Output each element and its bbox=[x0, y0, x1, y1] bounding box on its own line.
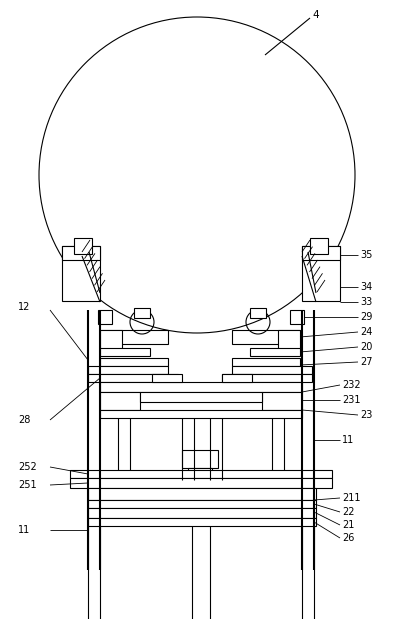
Text: 33: 33 bbox=[360, 297, 372, 307]
Text: 11: 11 bbox=[18, 525, 30, 535]
Text: 4: 4 bbox=[312, 10, 319, 20]
Text: 34: 34 bbox=[360, 282, 372, 292]
Bar bbox=[302, 246, 340, 260]
Text: 29: 29 bbox=[360, 312, 372, 322]
Bar bbox=[140, 392, 262, 402]
Text: 231: 231 bbox=[342, 395, 360, 405]
Bar bbox=[62, 246, 100, 301]
Bar bbox=[222, 374, 252, 382]
Text: 24: 24 bbox=[360, 327, 372, 337]
Bar bbox=[182, 450, 218, 468]
Bar bbox=[134, 308, 150, 318]
Text: 35: 35 bbox=[360, 250, 372, 260]
Bar bbox=[232, 358, 300, 366]
Bar bbox=[62, 246, 100, 260]
Bar bbox=[188, 468, 212, 480]
Bar bbox=[232, 330, 300, 344]
Text: 211: 211 bbox=[342, 493, 360, 503]
Bar bbox=[262, 392, 302, 410]
Text: 22: 22 bbox=[342, 507, 354, 517]
Bar bbox=[88, 500, 316, 508]
Bar bbox=[100, 358, 168, 366]
Text: 232: 232 bbox=[342, 380, 361, 390]
Bar bbox=[250, 308, 266, 318]
Bar bbox=[70, 478, 332, 488]
Bar bbox=[152, 374, 182, 382]
Bar bbox=[100, 410, 302, 418]
Bar bbox=[74, 238, 92, 254]
Bar bbox=[88, 518, 316, 526]
Bar bbox=[302, 246, 340, 301]
Bar bbox=[88, 508, 316, 518]
Bar bbox=[98, 310, 112, 324]
Bar bbox=[100, 330, 122, 352]
Text: 26: 26 bbox=[342, 533, 354, 543]
Text: 28: 28 bbox=[18, 415, 30, 425]
Text: 252: 252 bbox=[18, 462, 37, 472]
Bar bbox=[290, 310, 304, 324]
Text: 12: 12 bbox=[18, 302, 30, 312]
Bar bbox=[232, 366, 312, 374]
Text: 251: 251 bbox=[18, 480, 37, 490]
Bar bbox=[100, 348, 150, 356]
Text: 11: 11 bbox=[342, 435, 354, 445]
Bar bbox=[250, 348, 300, 356]
Bar bbox=[278, 330, 300, 352]
Text: 20: 20 bbox=[360, 342, 372, 352]
Bar bbox=[100, 382, 302, 392]
Bar bbox=[100, 330, 168, 344]
Bar bbox=[100, 392, 140, 410]
Bar bbox=[222, 374, 312, 382]
Bar bbox=[88, 374, 178, 382]
Bar bbox=[88, 488, 316, 500]
Text: 27: 27 bbox=[360, 357, 372, 367]
Text: 21: 21 bbox=[342, 520, 354, 530]
Bar bbox=[88, 366, 168, 374]
Bar bbox=[70, 470, 332, 478]
Text: 23: 23 bbox=[360, 410, 372, 420]
Bar bbox=[310, 238, 328, 254]
